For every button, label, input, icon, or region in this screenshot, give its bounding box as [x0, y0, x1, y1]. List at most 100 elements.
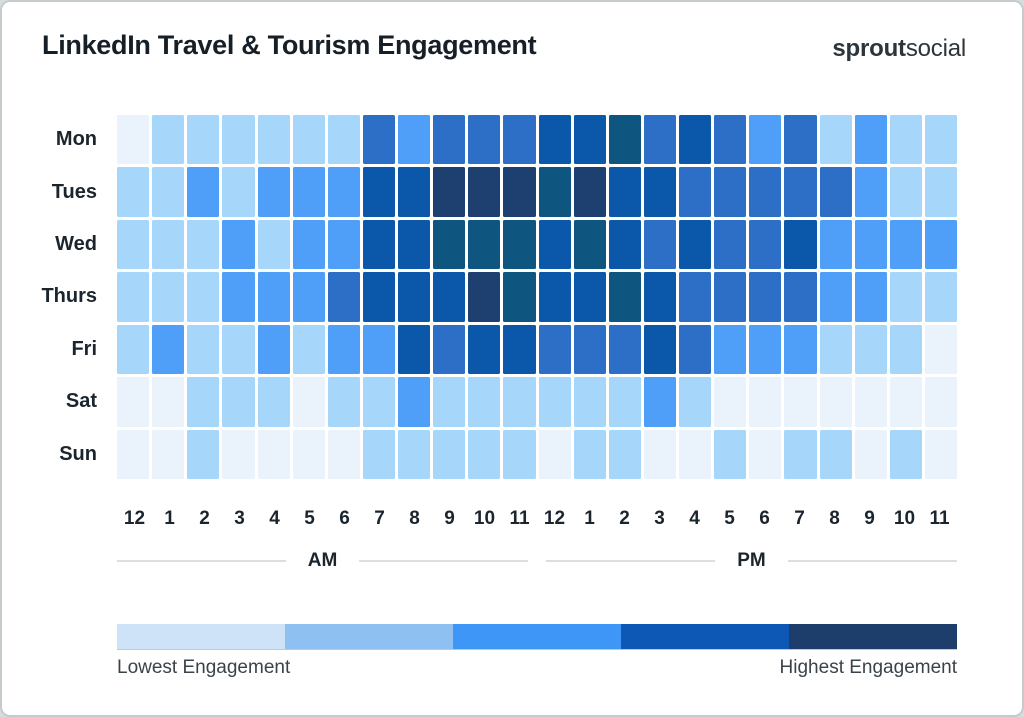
- heatmap-cell: [362, 324, 395, 375]
- heatmap-cell: [924, 377, 957, 427]
- heatmap-cell: [292, 219, 325, 270]
- heatmap-cell: [398, 115, 431, 165]
- heatmap-cell: [257, 219, 290, 270]
- heatmap-cell: [643, 377, 676, 427]
- am-section: AM: [117, 550, 537, 572]
- heatmap-cell: [679, 272, 712, 322]
- day-label: Tues: [51, 180, 97, 203]
- heatmap-cell: [152, 219, 185, 270]
- heatmap-cell: [608, 377, 641, 427]
- heatmap-cell: [362, 115, 395, 165]
- heatmap-cell: [573, 377, 606, 427]
- day-label: Thurs: [41, 285, 97, 308]
- heatmap-cell: [468, 167, 501, 217]
- legend-swatch: [789, 624, 957, 649]
- hour-label: 9: [444, 508, 455, 529]
- heatmap-cell: [292, 272, 325, 322]
- hour-label: 6: [339, 508, 350, 529]
- hour-axis: 12 1 2 3 4 5 6 7 8 9 10 11 12 1 2 3 4 5 6 7 8 9 10 11: [117, 508, 957, 530]
- heatmap-cell: [222, 429, 255, 479]
- heatmap-cell: [573, 115, 606, 165]
- heatmap-cell: [854, 377, 887, 427]
- pm-line-right: [787, 560, 957, 562]
- heatmap-cell: [854, 167, 887, 217]
- heatmap-cell: [222, 272, 255, 322]
- heatmap-cell: [398, 324, 431, 375]
- heatmap-cell: [819, 167, 852, 217]
- heatmap-cell: [152, 324, 185, 375]
- heatmap-cell: [222, 219, 255, 270]
- hour-label: 4: [269, 508, 280, 529]
- hour-label: 11: [509, 508, 530, 529]
- heatmap-cell: [643, 429, 676, 479]
- heatmap-cell: [889, 272, 922, 322]
- heatmap-cell: [222, 115, 255, 165]
- heatmap-cell: [222, 167, 255, 217]
- heatmap-cell: [889, 115, 922, 165]
- am-label: AM: [307, 550, 338, 571]
- heatmap-cell: [327, 377, 360, 427]
- heatmap-cell: [784, 377, 817, 427]
- page-title: LinkedIn Travel & Tourism Engagement: [42, 30, 537, 60]
- heatmap-cell: [187, 115, 220, 165]
- hour-label: 3: [654, 508, 665, 529]
- heatmap-cell: [608, 324, 641, 375]
- heatmap-cell: [924, 219, 957, 270]
- heatmap-cell: [854, 219, 887, 270]
- heatmap-cell: [679, 377, 712, 427]
- heatmap-cell: [608, 115, 641, 165]
- legend-max-label: Highest Engagement: [779, 657, 957, 678]
- heatmap-cell: [117, 219, 150, 270]
- heatmap-cell: [643, 115, 676, 165]
- heatmap-cell: [784, 219, 817, 270]
- heatmap-cell: [608, 219, 641, 270]
- heatmap-cell: [608, 429, 641, 479]
- hour-label: 11: [929, 508, 950, 529]
- heatmap-cell: [538, 429, 571, 479]
- heatmap-cell: [362, 377, 395, 427]
- heatmap-cell: [889, 324, 922, 375]
- heatmap-cell: [819, 324, 852, 375]
- heatmap-cell: [433, 115, 466, 165]
- heatmap-cell: [257, 377, 290, 427]
- hour-label: 12: [123, 508, 146, 529]
- heatmap-cell: [468, 219, 501, 270]
- heatmap-cell: [503, 115, 536, 165]
- heatmap-cell: [924, 324, 957, 375]
- heatmap-cell: [538, 115, 571, 165]
- heatmap-cell: [433, 377, 466, 427]
- heatmap-cell: [398, 429, 431, 479]
- heatmap-cell: [257, 324, 290, 375]
- am-line-left: [117, 560, 286, 562]
- heatmap-cell: [398, 377, 431, 427]
- heatmap-cell: [749, 167, 782, 217]
- heatmap-cell: [538, 219, 571, 270]
- heatmap-cell: [292, 324, 325, 375]
- heatmap-cell: [573, 324, 606, 375]
- heatmap-cell: [187, 324, 220, 375]
- heatmap-cell: [433, 429, 466, 479]
- period-axis: AM PM: [117, 550, 957, 572]
- heatmap-cell: [327, 115, 360, 165]
- heatmap-cell: [362, 429, 395, 479]
- hour-label: 9: [864, 508, 875, 529]
- day-label: Fri: [71, 337, 97, 360]
- heatmap-cell: [468, 324, 501, 375]
- heatmap-cell: [152, 429, 185, 479]
- heatmap-cell: [714, 272, 747, 322]
- heatmap-cell: [784, 167, 817, 217]
- heatmap-cell: [433, 167, 466, 217]
- heatmap-cell: [573, 219, 606, 270]
- heatmap-cell: [819, 272, 852, 322]
- heatmap-cell: [398, 167, 431, 217]
- heatmap-cell: [749, 429, 782, 479]
- heatmap-cell: [327, 324, 360, 375]
- legend-swatch: [621, 624, 789, 649]
- logo-light-part: social: [905, 35, 966, 62]
- hour-label: 2: [619, 508, 630, 529]
- heatmap-cell: [292, 429, 325, 479]
- hour-label: 7: [374, 508, 385, 529]
- heatmap-cell: [889, 377, 922, 427]
- heatmap-cell: [117, 324, 150, 375]
